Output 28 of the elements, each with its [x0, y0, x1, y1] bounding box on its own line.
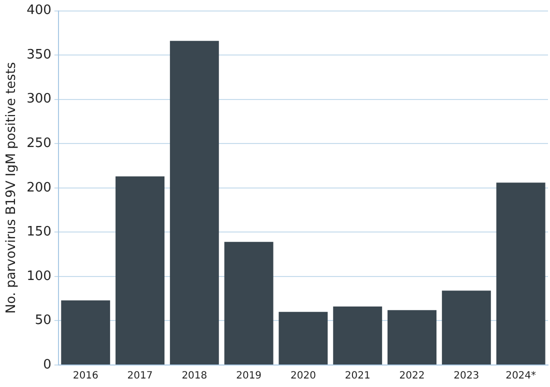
bar: [61, 300, 110, 364]
y-tick-label: 150: [26, 224, 52, 240]
bar: [170, 40, 219, 364]
bar: [333, 306, 382, 364]
y-tick-label: 50: [34, 313, 52, 328]
y-tick-label: 100: [26, 268, 52, 284]
y-tick-label: 300: [26, 92, 52, 107]
x-tick-label: 2017: [127, 370, 153, 382]
bar: [388, 310, 436, 364]
x-tick-label: 2022: [399, 370, 425, 382]
x-tick-label: 2018: [182, 370, 208, 382]
bar: [278, 312, 328, 364]
y-tick-label: 350: [26, 47, 52, 62]
x-tick-label: 2024*: [506, 370, 536, 382]
bar: [496, 182, 546, 364]
y-axis-title: No. parvovirus B19V IgM positive tests: [4, 62, 20, 314]
bar: [442, 290, 491, 364]
y-tick-label: 400: [26, 3, 52, 18]
x-tick-label: 2023: [454, 370, 480, 382]
x-tick-label: 2021: [344, 370, 370, 382]
y-tick-label: 0: [43, 357, 52, 372]
x-tick-label: 2020: [290, 370, 316, 382]
bar: [224, 242, 274, 364]
y-tick-label: 200: [26, 180, 52, 196]
bar: [116, 176, 164, 364]
y-tick-label: 250: [26, 136, 52, 151]
x-tick-label: 2016: [72, 370, 98, 382]
x-tick-label: 2019: [236, 370, 262, 382]
